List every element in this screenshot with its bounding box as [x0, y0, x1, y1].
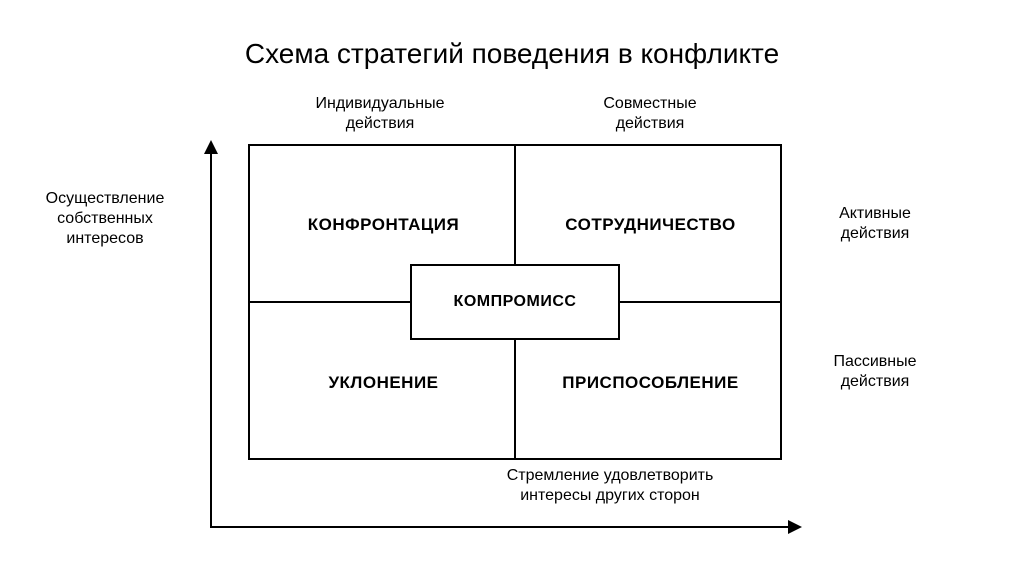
y-axis-arrow-icon	[204, 140, 218, 154]
side-label-right-top: Активныедействия	[800, 204, 950, 244]
top-label-left: Индивидуальныедействия	[245, 94, 515, 134]
top-label-right: Совместныедействия	[515, 94, 785, 134]
center-box: КОМПРОМИСС	[410, 264, 620, 340]
x-axis-label: Стремление удовлетворитьинтересы других …	[420, 466, 800, 506]
quadrant-diagram: Индивидуальныедействия Совместныедействи…	[90, 94, 934, 534]
side-label-right-bottom: Пассивныедействия	[800, 352, 950, 392]
x-axis-line	[210, 526, 790, 528]
x-axis-arrow-icon	[788, 520, 802, 534]
side-label-left: Осуществлениесобственныхинтересов	[30, 189, 180, 249]
quadrant-grid: КОНФРОНТАЦИЯ СОТРУДНИЧЕСТВО УКЛОНЕНИЕ ПР…	[248, 144, 782, 460]
y-axis-line	[210, 148, 212, 528]
diagram-title: Схема стратегий поведения в конфликте	[0, 38, 1024, 70]
